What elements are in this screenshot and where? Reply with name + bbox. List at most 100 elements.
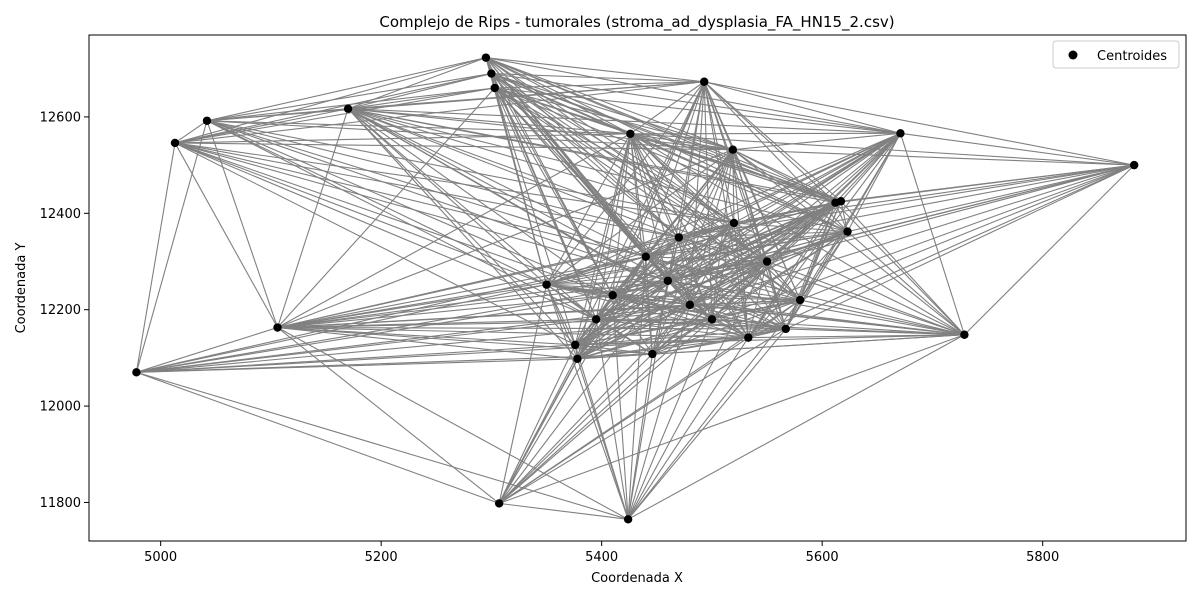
rips-edge <box>964 164 1135 336</box>
rips-edge <box>277 327 629 520</box>
rips-edge <box>136 256 646 373</box>
rips-edge <box>747 200 842 338</box>
centroid-point <box>490 83 499 93</box>
chart-title: Complejo de Rips - tumorales (stroma_ad_… <box>379 13 894 32</box>
rips-edge <box>733 164 1135 224</box>
rips-edge <box>678 164 1135 238</box>
y-tick-label: 11800 <box>40 496 81 511</box>
rips-edge <box>595 280 669 320</box>
y-tick-label: 12400 <box>40 207 81 222</box>
centroid-point <box>648 349 657 359</box>
x-tick-label: 5800 <box>1026 550 1059 565</box>
rips-edge <box>136 280 668 373</box>
centroid-point <box>170 138 180 148</box>
y-tick-label: 12000 <box>40 400 81 415</box>
rips-edge <box>498 328 787 504</box>
rips-edge <box>347 57 487 110</box>
rips-edge <box>135 120 208 373</box>
rips-edge <box>678 236 801 301</box>
rips-edge <box>629 133 680 238</box>
centroid-point <box>1129 160 1139 170</box>
rips-edge <box>546 133 631 285</box>
rips-edge <box>136 371 629 520</box>
rips-edge <box>732 149 848 233</box>
legend-marker <box>1068 50 1078 60</box>
rips-edge <box>667 164 1135 282</box>
centroid-point <box>762 257 772 266</box>
rips-edge <box>174 142 597 320</box>
centroid-layer <box>132 53 1139 524</box>
x-tick-label: 5400 <box>585 550 618 565</box>
rips-edge <box>629 133 653 355</box>
rips-edge <box>596 304 690 320</box>
rips-edge <box>491 73 680 238</box>
rips-edge <box>667 222 735 282</box>
rips-edge <box>689 304 713 320</box>
rips-edge <box>612 294 690 306</box>
centroid-point <box>571 340 580 350</box>
rips-edge <box>627 304 691 520</box>
rips-edge <box>347 108 614 296</box>
rips-edge <box>835 202 965 336</box>
rips-edge <box>612 294 749 339</box>
rips-edge <box>766 260 965 336</box>
centroid-point <box>674 233 684 242</box>
rips-edge <box>645 231 848 258</box>
rips-edge <box>485 57 631 135</box>
rips-edge <box>711 318 786 330</box>
rips-edge <box>546 284 576 346</box>
y-tick-label: 12200 <box>40 303 81 318</box>
rips-edge <box>546 236 680 286</box>
centroid-point <box>608 291 617 300</box>
rips-edge <box>645 256 768 263</box>
rips-edge <box>347 108 842 202</box>
edge-layer <box>135 57 1135 520</box>
rips-edge <box>490 73 614 296</box>
rips-edge <box>645 256 965 336</box>
rips-edge <box>174 142 547 286</box>
rips-edge <box>135 142 176 373</box>
rips-edge <box>840 200 965 336</box>
rips-edge <box>277 87 496 328</box>
rips-edge <box>498 261 768 504</box>
rips-edge <box>840 132 901 202</box>
centroid-point <box>343 104 353 113</box>
rips-edge <box>627 328 787 520</box>
rips-edge <box>733 222 965 336</box>
rips-edge <box>630 133 842 202</box>
rips-edge <box>689 222 735 306</box>
rips-edge <box>612 133 631 296</box>
rips-edge <box>277 326 578 360</box>
rips-edge <box>711 164 1135 320</box>
rips-edge <box>494 87 647 258</box>
centroid-point <box>729 218 739 228</box>
rips-edge <box>576 133 631 359</box>
centroid-point <box>744 333 753 342</box>
rips-edge <box>667 200 842 282</box>
rips-edge <box>576 358 629 520</box>
rips-edge <box>847 133 901 232</box>
rips-edge <box>595 133 631 320</box>
rips-edge <box>900 132 1135 166</box>
rips-edge <box>732 149 749 338</box>
rips-edge <box>174 142 646 258</box>
rips-edge <box>174 108 349 144</box>
rips-edge <box>612 200 842 296</box>
centroid-point <box>623 515 633 524</box>
y-axis: 11800 12000 12200 12400 12600 <box>40 110 89 511</box>
x-axis: 5000 5200 5400 5600 5800 <box>144 541 1059 565</box>
rips-edge <box>499 502 629 520</box>
y-axis-label: Coordenada Y <box>14 243 29 334</box>
rips-edge <box>612 294 801 301</box>
rips-edge <box>630 81 705 135</box>
rips-edge <box>645 222 735 258</box>
rips-edge <box>577 318 713 360</box>
rips-edge <box>206 120 646 258</box>
rips-edge <box>667 81 705 281</box>
rips-edge <box>546 256 646 286</box>
rips-edge <box>174 142 735 224</box>
rips-edge <box>704 81 1135 166</box>
rips-edge <box>629 133 647 257</box>
rips-edge <box>485 57 734 151</box>
rips-edge <box>347 73 492 110</box>
